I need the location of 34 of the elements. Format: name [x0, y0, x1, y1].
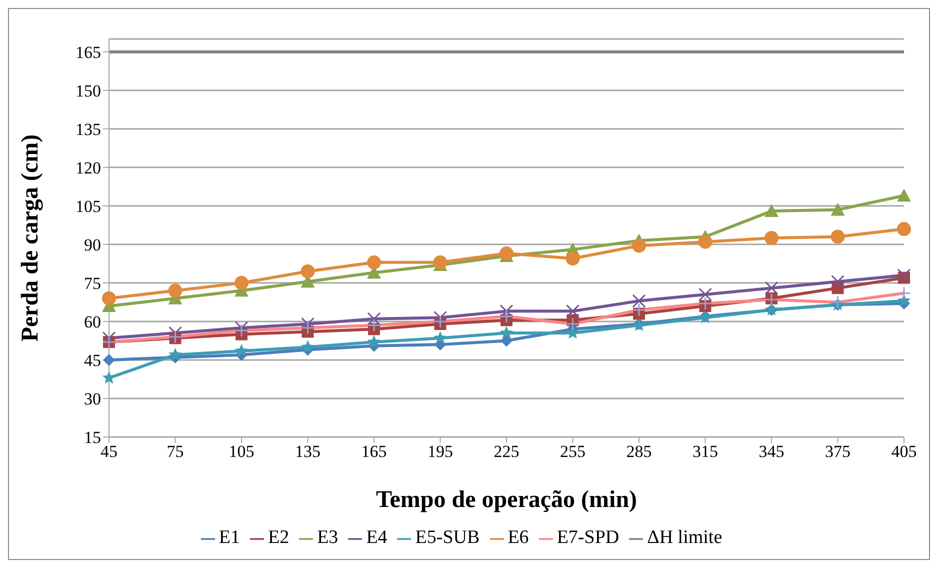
legend-label: E1: [218, 527, 240, 548]
legend-label: E6: [508, 527, 529, 548]
x-axis-title: Tempo de operação (min): [376, 487, 638, 513]
y-tick-label: 75: [84, 274, 101, 293]
x-tick-label: 255: [560, 442, 586, 462]
y-axis-title: Perda de carga (cm): [18, 134, 44, 342]
legend-label: ΔH limite: [647, 527, 722, 548]
y-tick-label: 105: [76, 196, 101, 216]
x-tick-label: 225: [494, 442, 520, 462]
legend-label: E7-SPD: [556, 527, 620, 548]
y-tick-label: 15: [84, 428, 101, 448]
x-tick-label: 285: [626, 442, 652, 462]
x-tick-label: 105: [228, 442, 254, 462]
legend-label: E3: [317, 527, 338, 548]
y-tick-label: 30: [84, 390, 101, 409]
legend-label: E4: [366, 527, 388, 548]
x-tick-label: 165: [361, 442, 387, 462]
x-tick-label: 45: [100, 442, 118, 462]
x-tick-label: 405: [891, 442, 917, 462]
y-tick-label: 150: [76, 81, 101, 100]
x-tick-label: 195: [428, 442, 453, 462]
y-tick-label: 120: [76, 158, 101, 178]
x-tick-label: 345: [758, 442, 784, 462]
y-tick-label: 90: [84, 235, 101, 254]
x-tick-label: 75: [166, 442, 184, 462]
x-tick-label: 375: [825, 442, 850, 462]
y-tick-label: 60: [84, 312, 101, 332]
x-tick-label: 135: [295, 442, 320, 462]
x-tick-label: 315: [692, 442, 718, 462]
legend-label: E5-SUB: [415, 527, 480, 548]
y-tick-label: 165: [76, 42, 101, 62]
y-tick-label: 45: [84, 351, 101, 370]
legend-label: E2: [268, 527, 290, 548]
y-tick-label: 135: [76, 120, 101, 139]
